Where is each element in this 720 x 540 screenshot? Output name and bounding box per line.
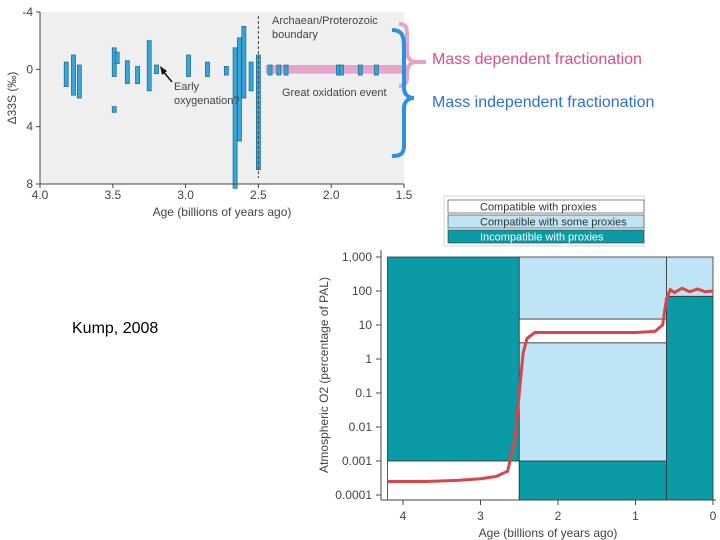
x-tick-label: 0 bbox=[710, 509, 717, 523]
y-tick-label: 0.0001 bbox=[335, 488, 372, 502]
y-tick-label: 1 bbox=[365, 352, 372, 366]
data-bar bbox=[248, 61, 254, 92]
x-tick-label: 3.0 bbox=[177, 188, 194, 202]
x-tick-label: 4 bbox=[400, 509, 407, 523]
data-bar bbox=[276, 64, 282, 76]
x-tick-label: 2.5 bbox=[250, 188, 267, 202]
annotation-early-oxygenation: Early oxygenation? bbox=[174, 81, 239, 107]
data-bar bbox=[63, 61, 69, 87]
proxy-regions bbox=[387, 256, 714, 501]
data-bar bbox=[76, 64, 82, 99]
data-bar bbox=[135, 66, 140, 85]
data-bar bbox=[357, 64, 363, 76]
data-bar bbox=[241, 25, 247, 99]
x-tick-label: 2.0 bbox=[323, 188, 340, 202]
y-tick-label: 1,000 bbox=[342, 250, 372, 264]
y-tick-label: 8 bbox=[26, 177, 33, 191]
oxygen-history-chart: Compatible with proxies Compatible with s… bbox=[317, 195, 717, 540]
mass-dependent-label: Mass dependent fractionation bbox=[432, 51, 642, 68]
x-axis-title: Age (billions of years ago) bbox=[479, 526, 618, 540]
y-tick-label: 4 bbox=[26, 120, 33, 134]
y-tick-label: 0.1 bbox=[355, 386, 372, 400]
x-tick-label: 1 bbox=[632, 509, 639, 523]
data-bar bbox=[237, 37, 242, 142]
data-bar bbox=[205, 61, 210, 77]
legend: Compatible with proxies Compatible with s… bbox=[443, 195, 645, 247]
data-bar bbox=[232, 47, 238, 189]
annotation-boundary: Archaean/Proterozoic boundary bbox=[272, 15, 378, 41]
data-bar bbox=[146, 40, 152, 92]
sulfur-isotope-chart: 4.0 3.5 3.0 2.5 2.0 1.5 -4 0 4 8 Age (billions of… bbox=[5, 5, 413, 219]
annotation-great-oxidation: Great oxidation event bbox=[282, 87, 387, 99]
oxygen-curve bbox=[387, 286, 714, 483]
data-bars bbox=[63, 25, 379, 189]
y-tick-label: 100 bbox=[352, 284, 372, 298]
citation-label: Kump, 2008 bbox=[72, 320, 159, 337]
brace-blue bbox=[391, 28, 415, 158]
data-bar bbox=[154, 64, 159, 75]
x-tick-label: 4.0 bbox=[32, 188, 49, 202]
data-bar bbox=[338, 64, 344, 76]
proxy-region bbox=[518, 342, 667, 462]
data-bar bbox=[283, 64, 289, 76]
x-tick-label: 3.5 bbox=[104, 188, 121, 202]
legend-swatch bbox=[447, 199, 645, 214]
data-bar bbox=[223, 66, 229, 76]
x-tick-label: 2 bbox=[555, 509, 562, 523]
proxy-region bbox=[666, 295, 714, 501]
proxy-region bbox=[666, 256, 714, 297]
legend-swatch bbox=[447, 229, 645, 244]
proxy-region bbox=[387, 256, 520, 462]
mass-independent-label: Mass independent fractionation bbox=[432, 94, 655, 111]
legend-label: Compatible with some proxies bbox=[480, 217, 627, 229]
data-bar bbox=[111, 106, 117, 113]
data-bar bbox=[186, 54, 191, 77]
y-axis-title: Δ33S (‰) bbox=[5, 72, 19, 125]
data-bar bbox=[267, 64, 273, 76]
y-tick-label: -4 bbox=[22, 5, 33, 19]
legend-label: Incompatible with proxies bbox=[480, 232, 604, 244]
data-bar bbox=[373, 64, 379, 76]
legend-swatch bbox=[447, 214, 645, 229]
x-tick-label: 3 bbox=[477, 509, 484, 523]
y-tick-label: 0 bbox=[26, 62, 33, 76]
plot-background bbox=[40, 12, 404, 184]
annotation-arrow-head bbox=[160, 66, 167, 75]
y-tick-label: 0.001 bbox=[342, 454, 372, 468]
data-bar bbox=[71, 54, 76, 96]
x-tick-label: 1.5 bbox=[396, 188, 413, 202]
y-axis-title: Atmospheric O2 (percentage of PAL) bbox=[317, 277, 331, 473]
legend-label: Compatible with proxies bbox=[480, 202, 597, 214]
x-axis-title: Age (billions of years ago) bbox=[153, 205, 292, 219]
mdf-band bbox=[265, 65, 404, 74]
data-bar bbox=[114, 51, 120, 65]
proxy-region bbox=[518, 256, 667, 320]
y-tick-label: 0.01 bbox=[349, 420, 373, 434]
proxy-region bbox=[518, 460, 667, 501]
y-tick-label: 10 bbox=[359, 318, 373, 332]
data-bar bbox=[124, 60, 130, 85]
axis-ticks: 4.0 3.5 3.0 2.5 2.0 1.5 -4 0 4 8 bbox=[22, 5, 412, 202]
